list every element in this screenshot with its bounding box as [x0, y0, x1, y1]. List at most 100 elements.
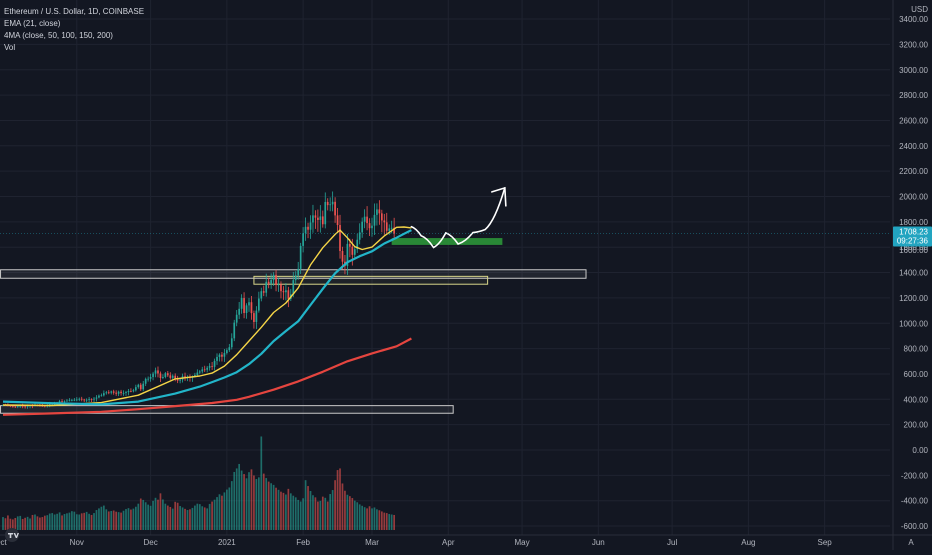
candle-body: [243, 298, 245, 313]
volume-bar: [331, 490, 334, 530]
volume-bar: [78, 514, 81, 530]
price-tick-label: 1000.00: [899, 319, 928, 328]
candle-body: [120, 391, 122, 394]
candle-body: [371, 225, 373, 229]
candle-body: [270, 279, 272, 284]
time-tick-label: Aug: [741, 538, 755, 547]
volume-bar: [117, 512, 120, 530]
volume-bar: [235, 468, 238, 530]
candle-body: [203, 369, 206, 371]
volume-bar: [184, 508, 186, 530]
candle-body: [14, 406, 17, 408]
volume-bar: [218, 494, 221, 530]
volume-bar: [147, 504, 149, 530]
candle-body: [218, 354, 221, 357]
candle-body: [198, 371, 201, 373]
candle-body: [285, 290, 287, 293]
candle-body: [122, 392, 125, 394]
volume-bar: [127, 508, 130, 530]
volume-bar: [189, 509, 191, 530]
volume-bar: [321, 496, 324, 530]
volume-bar: [85, 511, 88, 530]
volume-bar: [166, 505, 169, 530]
volume-bar: [388, 514, 391, 530]
candle-body: [319, 216, 322, 220]
volume-bar: [48, 513, 51, 530]
volume-bar: [248, 472, 250, 530]
indicator-4ma[interactable]: 4MA (close, 50, 100, 150, 200): [4, 31, 113, 40]
candle-body: [149, 376, 152, 379]
volume-bar: [186, 510, 189, 530]
volume-bar: [358, 504, 361, 530]
volume-bar: [307, 486, 309, 530]
tradingview-logo-icon[interactable]: [4, 527, 20, 543]
volume-bar: [29, 518, 31, 530]
indicator-ema[interactable]: EMA (21, close): [4, 19, 61, 28]
volume-bar: [115, 511, 118, 530]
base-zone: [0, 405, 454, 414]
price-tick-label: 1800.00: [899, 218, 928, 227]
volume-bar: [26, 516, 29, 530]
volume-bar: [302, 498, 304, 530]
volume-bar: [250, 469, 253, 530]
time-tick-label: Dec: [143, 538, 157, 547]
price-tick-label: 2200.00: [899, 167, 928, 176]
volume-bar: [68, 512, 71, 530]
volume-bar: [134, 506, 137, 530]
volume-bar: [240, 470, 243, 530]
volume-bar: [285, 494, 287, 530]
candle-body: [107, 392, 110, 394]
volume-bar: [294, 497, 297, 530]
candle-body: [321, 216, 324, 225]
candle-body: [228, 347, 231, 351]
volume-bar: [226, 489, 228, 530]
volume-bar: [43, 515, 46, 530]
volume-bar: [253, 475, 255, 530]
candle-body: [248, 302, 250, 306]
candle-body: [134, 387, 137, 391]
auto-scale-toggle[interactable]: A: [908, 538, 914, 547]
volume-bar: [353, 500, 356, 530]
volume-bar: [265, 478, 268, 530]
volume-bar: [356, 502, 359, 530]
candle-body: [361, 221, 364, 233]
candle-body: [373, 214, 376, 226]
volume-bar: [245, 478, 248, 530]
indicator-vol[interactable]: Vol: [4, 43, 16, 52]
volume-bar: [280, 491, 282, 530]
price-tick-label: 3200.00: [899, 40, 928, 49]
volume-bar: [162, 499, 164, 530]
moving-averages: [2, 226, 412, 416]
candle-body: [230, 338, 233, 348]
volume-bar: [260, 436, 263, 530]
candle-body: [280, 284, 282, 292]
volume-bar: [169, 506, 172, 530]
volume-bar: [257, 477, 260, 530]
volume-bar: [179, 506, 181, 530]
time-tick-label: Oct: [0, 538, 8, 547]
candle-body: [368, 223, 371, 229]
volume-bar: [73, 511, 76, 530]
chart-legend: Ethereum / U.S. Dollar, 1D, COINBASE EMA…: [4, 6, 144, 54]
candle-body: [287, 290, 290, 299]
volume-bar: [90, 514, 93, 530]
candle-body: [26, 406, 29, 407]
volume-bar: [98, 508, 100, 530]
volume-bar: [373, 507, 376, 530]
candle-body: [179, 379, 181, 381]
current-price-value: 1708.23: [899, 228, 928, 237]
candle-body: [85, 399, 88, 401]
volume-bar: [75, 514, 78, 530]
volume-bar: [341, 483, 344, 530]
candle-body: [233, 322, 236, 339]
candle-body: [21, 405, 24, 407]
symbol-title[interactable]: Ethereum / U.S. Dollar, 1D, COINBASE: [4, 7, 145, 16]
candle-body: [162, 376, 164, 379]
volume-bar: [21, 518, 24, 530]
volume-bar: [16, 516, 19, 530]
candle-body: [329, 204, 332, 206]
volume-bar: [351, 498, 354, 530]
time-tick-label: 2021: [218, 538, 236, 547]
